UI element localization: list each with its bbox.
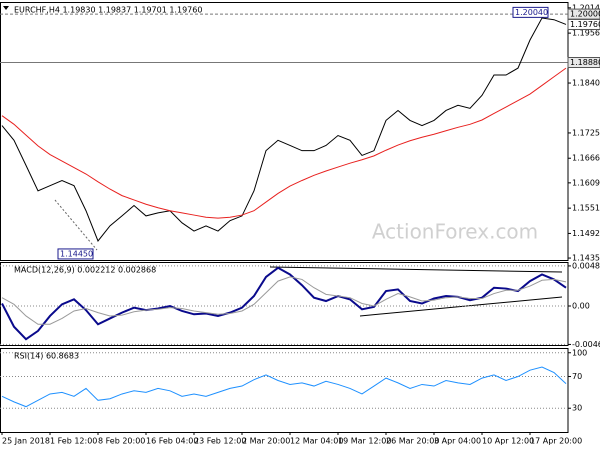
y-tick-label: 0.00 <box>572 301 590 310</box>
series-line <box>1 276 567 325</box>
y-tick-label: 1.18405 <box>572 79 600 88</box>
price-label: 1.19760 <box>570 20 600 29</box>
annotation-label: 1.20040 <box>515 8 548 17</box>
title-arrow <box>3 6 9 10</box>
y-tick-label: 0.004827 <box>572 261 600 270</box>
x-tick-label: 3 Apr 04:00 <box>434 437 481 446</box>
x-tick-label: 1 Feb 12:00 <box>50 437 97 446</box>
y-tick-label: 1.20145 <box>572 3 600 12</box>
annotation-box <box>57 248 94 260</box>
y-tick-label: -0.004632 <box>572 340 600 349</box>
trend-line <box>54 199 98 251</box>
x-tick-label: 19 Mar 12:00 <box>338 437 391 446</box>
x-tick-label: 25 Jan 2018 <box>2 437 50 446</box>
price-label-box <box>567 57 600 69</box>
panel-frame <box>0 2 569 261</box>
series-line <box>1 366 567 408</box>
trend-line <box>269 266 563 273</box>
y-tick-label: 100 <box>572 348 587 357</box>
y-tick-label: 70 <box>572 372 582 381</box>
annotation-box <box>512 6 549 18</box>
y-tick-label: 1.14925 <box>572 229 600 238</box>
series-line <box>1 17 567 242</box>
price-label: 1.20000 <box>570 10 600 19</box>
x-tick-label: 26 Mar 20:00 <box>386 437 439 446</box>
series-line <box>1 266 567 341</box>
y-tick-label: 1.16665 <box>572 154 600 163</box>
price-label: 1.18880 <box>570 58 600 67</box>
x-tick-label: 10 Apr 12:00 <box>482 437 534 446</box>
x-tick-label: 2 Mar 20:00 <box>242 437 290 446</box>
y-tick-label: 1.15510 <box>572 204 600 213</box>
x-tick-label: 23 Feb 12:00 <box>194 437 246 446</box>
y-tick-label: 30 <box>572 404 582 413</box>
x-tick-label: 17 Apr 20:00 <box>530 437 582 446</box>
watermark: ActionForex.com <box>372 220 538 244</box>
y-tick-label: 1.17250 <box>572 128 600 137</box>
annotation-label: 1.14450 <box>60 249 93 258</box>
panel-title: RSI(14) 60.8683 <box>14 352 79 361</box>
y-tick-label: 1.14355 <box>572 254 600 263</box>
price-label-box <box>567 18 600 30</box>
x-tick-label: 12 Mar 04:00 <box>290 437 343 446</box>
trend-line <box>359 296 563 317</box>
y-tick-label: 1.19560 <box>572 29 600 38</box>
panel-title: MACD(12,26,9) 0.002212 0.002868 <box>14 266 156 275</box>
x-tick-label: 8 Feb 20:00 <box>98 437 145 446</box>
series-line <box>1 67 567 219</box>
y-tick-label: 1.16095 <box>572 178 600 187</box>
panel-title: EURCHF,H4 1.19830 1.19837 1.19701 1.1976… <box>14 6 202 15</box>
x-tick-label: 16 Feb 04:00 <box>146 437 198 446</box>
panel-frame <box>0 262 569 346</box>
panel-frame <box>0 348 569 433</box>
